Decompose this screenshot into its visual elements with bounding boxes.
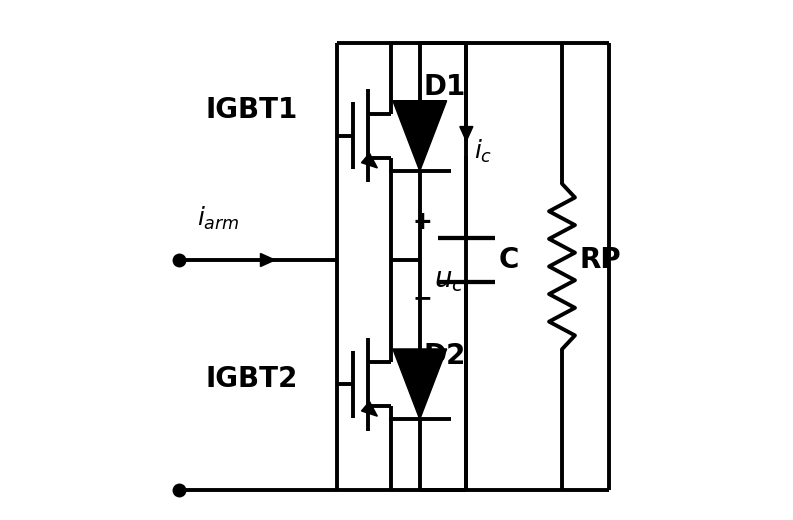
Polygon shape <box>393 349 446 419</box>
Text: D2: D2 <box>424 342 466 370</box>
Text: $i_{arm}$: $i_{arm}$ <box>197 204 240 231</box>
Polygon shape <box>260 253 275 267</box>
Text: $u_c$: $u_c$ <box>434 267 464 294</box>
Text: RP: RP <box>579 246 621 274</box>
Text: D1: D1 <box>424 73 466 101</box>
Text: C: C <box>499 246 519 274</box>
Polygon shape <box>362 401 377 416</box>
Text: $i_c$: $i_c$ <box>474 138 492 165</box>
Text: IGBT1: IGBT1 <box>205 96 297 124</box>
Text: +: + <box>413 210 433 234</box>
Text: −: − <box>413 286 433 310</box>
Polygon shape <box>393 101 446 171</box>
Polygon shape <box>460 126 473 141</box>
Polygon shape <box>362 153 377 168</box>
Text: IGBT2: IGBT2 <box>205 365 297 393</box>
